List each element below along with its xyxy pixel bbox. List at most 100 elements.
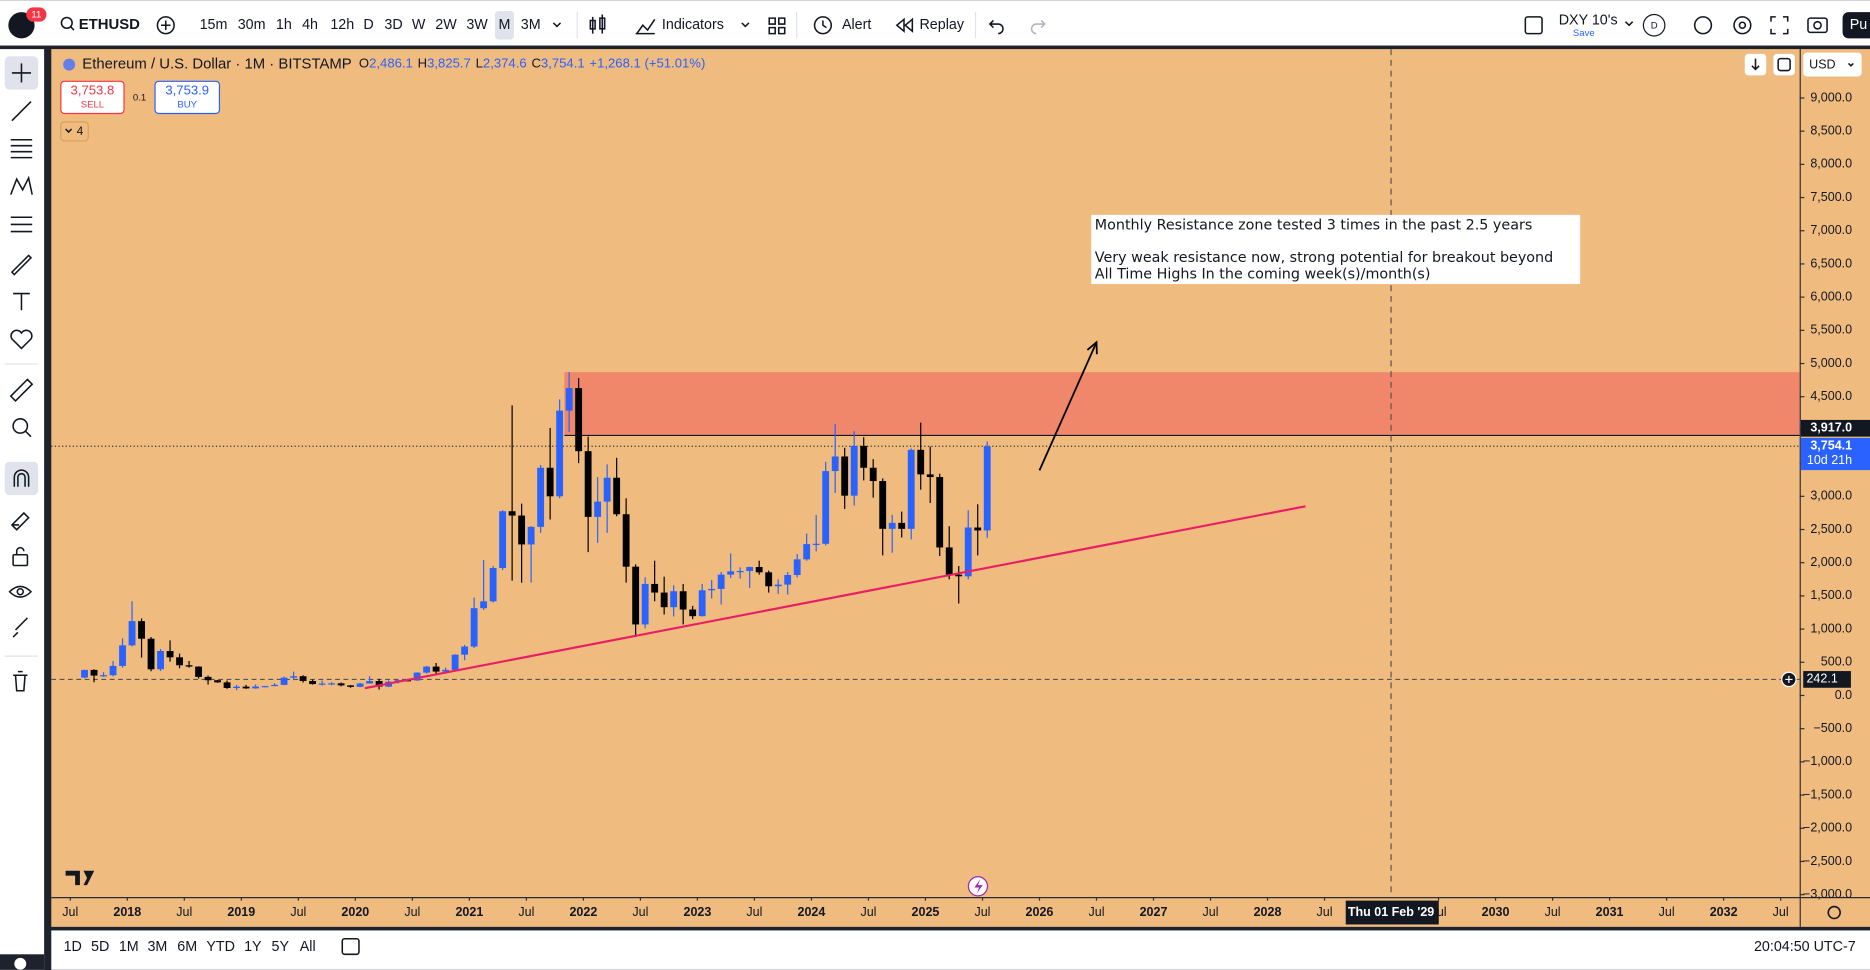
x-tick-label: Jul bbox=[1659, 905, 1675, 919]
interval-button[interactable]: W bbox=[412, 17, 426, 33]
settings[interactable] bbox=[1733, 16, 1752, 35]
layout-menu[interactable] bbox=[1624, 21, 1634, 27]
x-tick-label: Jul bbox=[860, 905, 876, 919]
interval-menu[interactable] bbox=[552, 22, 562, 28]
currency-button[interactable] bbox=[1803, 52, 1862, 77]
range-button[interactable]: 5D bbox=[91, 939, 109, 955]
icon-tool[interactable] bbox=[10, 329, 33, 350]
interval-button[interactable]: 2W bbox=[435, 17, 457, 33]
y-tick-label: 9,000.0 bbox=[1810, 90, 1852, 104]
candle-body bbox=[508, 511, 516, 516]
candle-body bbox=[822, 471, 830, 544]
range-button[interactable]: 5Y bbox=[272, 939, 290, 955]
interval-button[interactable]: M bbox=[499, 17, 511, 33]
symbol[interactable]: ETHUSD bbox=[79, 17, 140, 33]
candle-body bbox=[489, 568, 497, 602]
avatar[interactable] bbox=[1642, 13, 1666, 37]
range-button[interactable]: 3M bbox=[147, 939, 167, 955]
interval-button[interactable]: 3M bbox=[521, 17, 541, 33]
legend-title: Ethereum / U.S. Dollar · 1M · BITSTAMP bbox=[82, 57, 352, 73]
candle-body bbox=[242, 686, 250, 689]
interval-button[interactable]: 3W bbox=[466, 17, 488, 33]
indicators-menu[interactable] bbox=[741, 22, 750, 28]
compare-button[interactable] bbox=[156, 16, 175, 35]
sell-button[interactable] bbox=[60, 80, 125, 115]
candle-body bbox=[185, 665, 193, 667]
candle-body bbox=[499, 511, 507, 569]
y-tick-label: 6,500.0 bbox=[1810, 256, 1852, 270]
interval-button[interactable]: 30m bbox=[238, 17, 266, 33]
interval-button[interactable]: 12h bbox=[330, 17, 354, 33]
interval-button[interactable]: 15m bbox=[200, 17, 228, 33]
indicators-button[interactable]: Indicators bbox=[662, 17, 724, 33]
indicators-toggle[interactable] bbox=[60, 121, 89, 142]
lock-tool[interactable] bbox=[12, 553, 29, 567]
zoom-tool[interactable] bbox=[12, 418, 29, 434]
range-button[interactable]: All bbox=[300, 939, 316, 955]
range-button[interactable]: YTD bbox=[206, 939, 235, 955]
x-tick-label: 2024 bbox=[798, 905, 826, 919]
interval-button[interactable]: 3D bbox=[384, 17, 402, 33]
notification-badge[interactable] bbox=[26, 7, 47, 22]
auto-scale-button[interactable] bbox=[1773, 53, 1795, 76]
candle-body bbox=[176, 657, 183, 666]
date-range-button[interactable] bbox=[341, 938, 360, 956]
redo-button[interactable] bbox=[1030, 19, 1046, 35]
save-label[interactable]: Save bbox=[1573, 28, 1595, 39]
layout-name[interactable]: DXY 10's bbox=[1559, 12, 1618, 28]
candle-body bbox=[670, 591, 678, 608]
trendline-tool[interactable] bbox=[11, 101, 32, 122]
publish-button[interactable] bbox=[1842, 12, 1870, 39]
snapshot[interactable] bbox=[1807, 17, 1828, 34]
range-button[interactable]: 1Y bbox=[244, 939, 262, 955]
search-icon[interactable] bbox=[60, 16, 73, 30]
annotation-text: Monthly Resistance zone tested 3 times i… bbox=[1095, 218, 1532, 234]
alert-button[interactable]: Alert bbox=[842, 17, 871, 33]
magnet-tool[interactable] bbox=[4, 461, 39, 496]
fib-tool[interactable] bbox=[10, 138, 33, 159]
trendline bbox=[364, 505, 1306, 690]
undo-button[interactable] bbox=[988, 19, 1004, 35]
annotation-box[interactable] bbox=[1091, 214, 1581, 285]
range-button[interactable]: 6M bbox=[177, 939, 197, 955]
y-tick-label: 7,500.0 bbox=[1810, 190, 1852, 204]
brush-tool[interactable] bbox=[10, 254, 33, 276]
candle-body bbox=[708, 588, 716, 591]
layout-icon[interactable] bbox=[1524, 16, 1543, 35]
candle-body bbox=[556, 410, 564, 497]
panel-toggle[interactable] bbox=[14, 957, 27, 970]
legend-change: +1,268.1 (+51.01%) bbox=[589, 56, 705, 71]
candle-body bbox=[480, 601, 488, 609]
quick-search[interactable] bbox=[1693, 16, 1713, 35]
publish-label: Pu bbox=[1850, 17, 1868, 33]
measure-tool[interactable] bbox=[9, 378, 34, 403]
pattern-tool[interactable] bbox=[10, 175, 33, 195]
axis-settings[interactable] bbox=[1827, 905, 1841, 920]
text-tool[interactable] bbox=[13, 292, 30, 311]
legend-key: C bbox=[531, 56, 540, 71]
range-button[interactable]: 1M bbox=[119, 939, 139, 955]
interval-button[interactable]: 1h bbox=[276, 17, 292, 33]
templates-button[interactable] bbox=[768, 17, 786, 35]
candle-body bbox=[717, 574, 725, 589]
fullscreen[interactable] bbox=[1770, 16, 1789, 35]
interval-button[interactable]: D bbox=[363, 17, 373, 33]
y-tick-label: 5,000.0 bbox=[1810, 356, 1852, 370]
interval-button[interactable]: 4h bbox=[302, 17, 318, 33]
sell-label: SELL bbox=[81, 100, 104, 111]
buy-button[interactable] bbox=[154, 80, 221, 115]
candle-body bbox=[138, 621, 145, 639]
chart-type-button[interactable] bbox=[589, 14, 606, 34]
prediction-tool[interactable] bbox=[10, 216, 33, 233]
x-tick-label: 2021 bbox=[455, 905, 483, 919]
remove-tool[interactable] bbox=[13, 670, 28, 692]
y-tick-label: 6,000.0 bbox=[1810, 289, 1852, 303]
x-tick-label: Jul bbox=[290, 905, 306, 919]
candle-body bbox=[765, 572, 773, 587]
range-button[interactable]: 1D bbox=[64, 939, 82, 955]
stay-in-drawing[interactable] bbox=[10, 511, 30, 531]
replay-button[interactable]: Replay bbox=[919, 17, 964, 33]
link-tool[interactable] bbox=[12, 617, 28, 638]
hide-tool[interactable] bbox=[8, 585, 33, 598]
